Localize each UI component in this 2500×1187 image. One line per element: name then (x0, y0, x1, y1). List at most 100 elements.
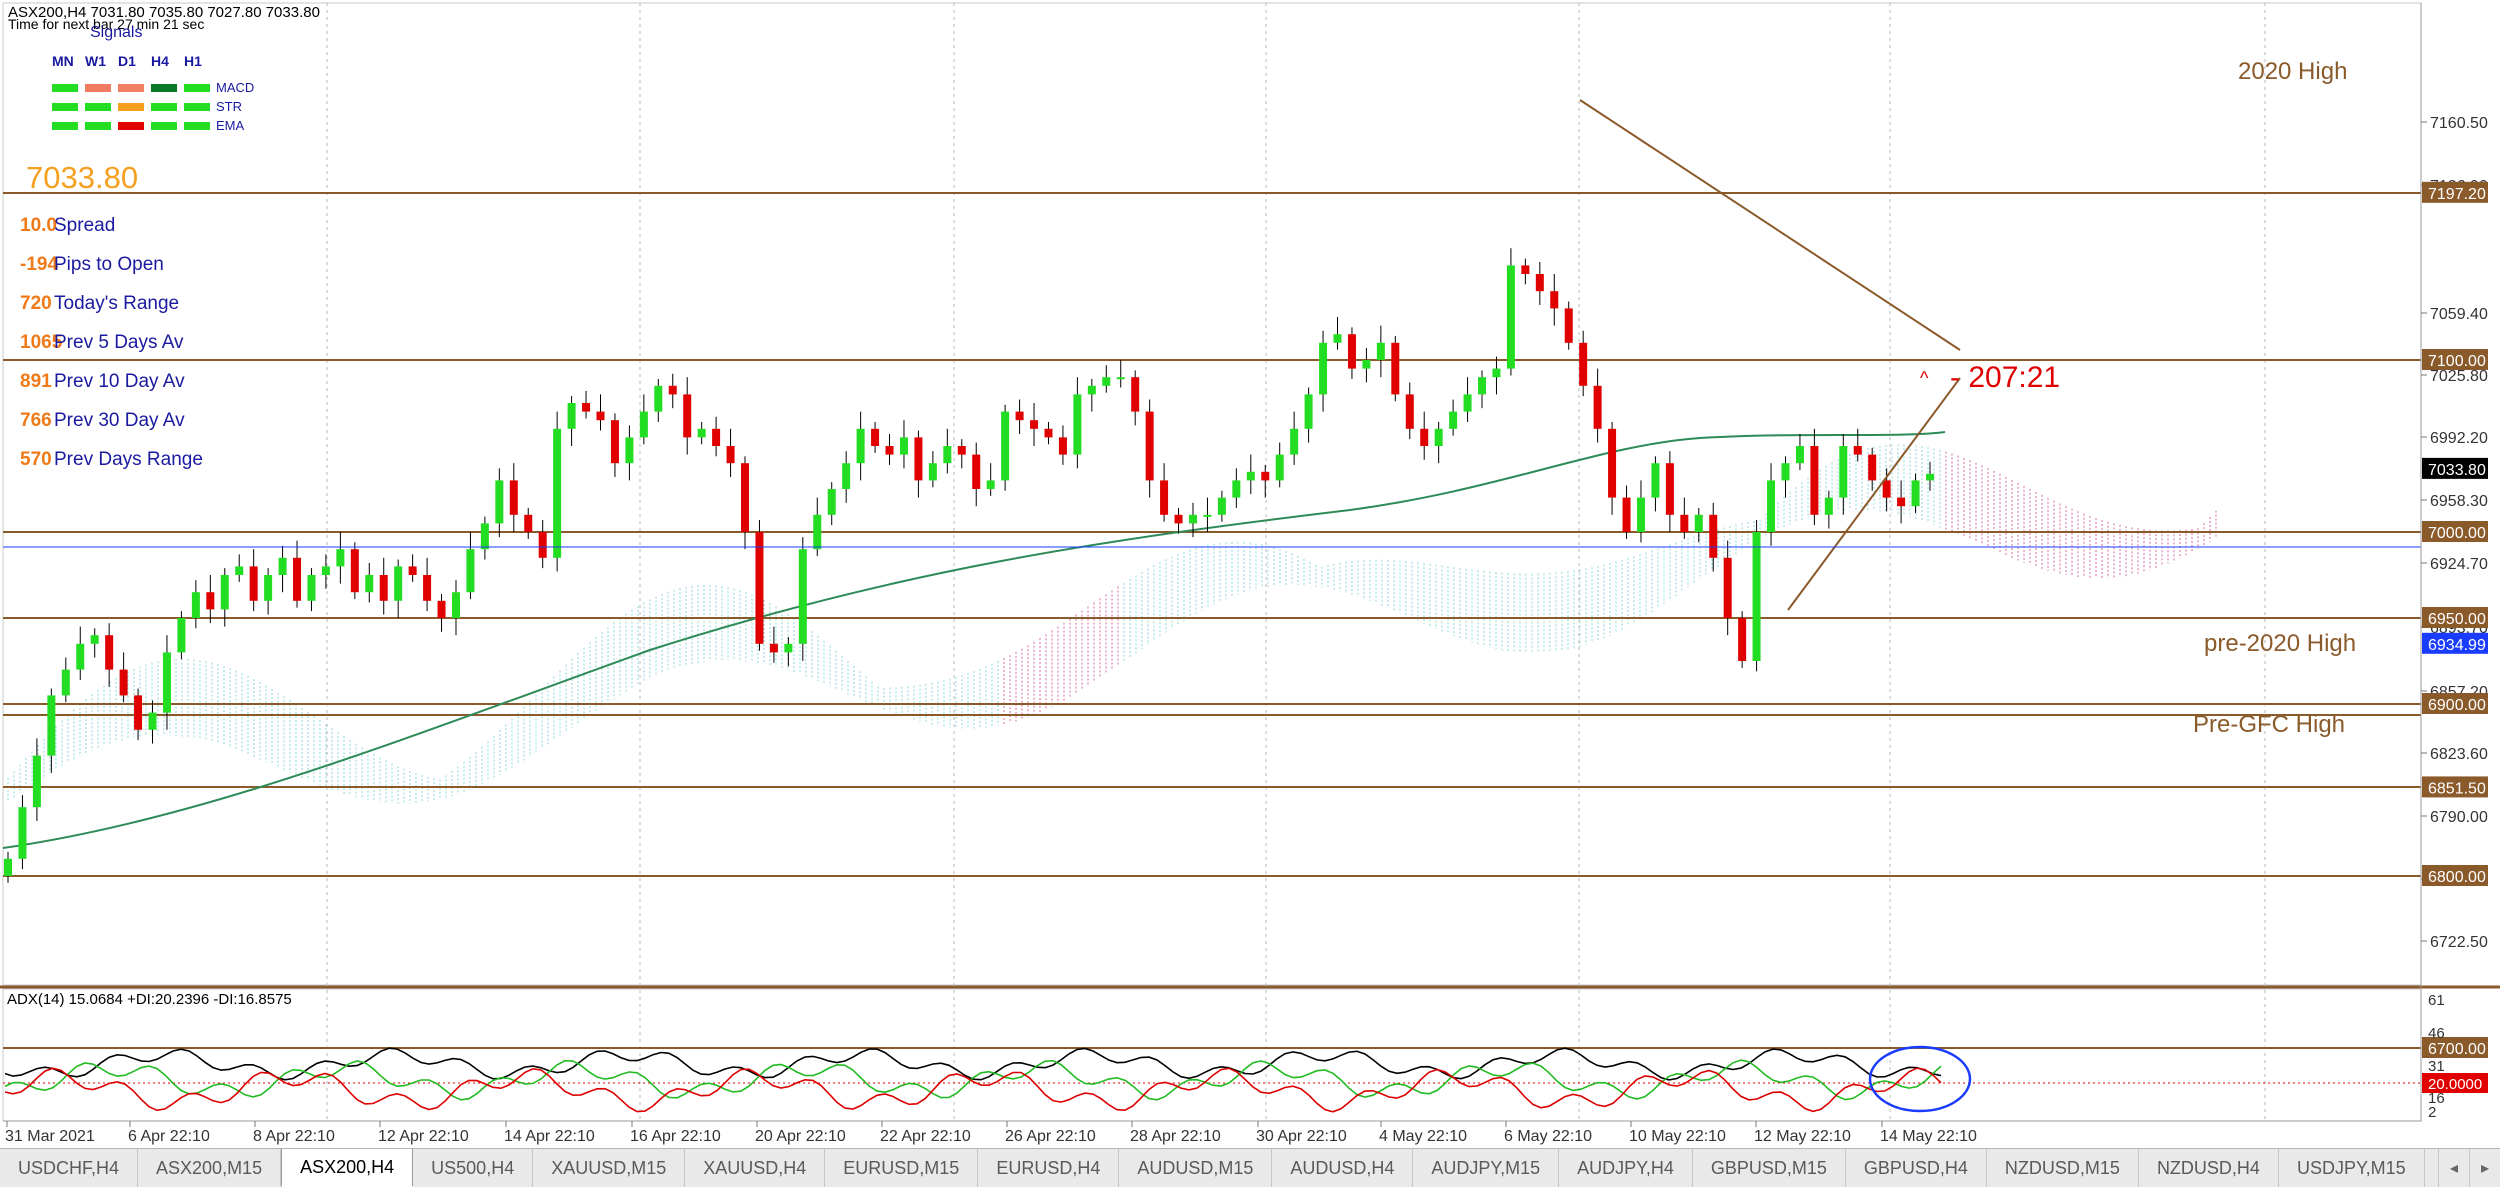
candle-body (914, 437, 923, 481)
candle-body (1290, 428, 1299, 455)
chart-tab[interactable]: US500,H4 (413, 1149, 534, 1187)
chart-tab[interactable]: USDCHF,H4 (0, 1149, 139, 1187)
tab-scroll-right-icon[interactable]: ▸ (2469, 1149, 2500, 1187)
candle-body (1463, 394, 1472, 412)
signal-cell (118, 103, 144, 111)
triangle-lower-trendline[interactable] (1787, 377, 1961, 611)
adx-level-label: 20.0000 (2428, 1076, 2482, 1093)
price-level-label: 6950.00 (2428, 611, 2486, 628)
time-tick-label: 12 May 22:10 (1754, 1128, 1851, 1145)
candle-body (423, 575, 432, 601)
adx-indicator-pane[interactable] (2, 988, 2422, 1122)
candle-body (1636, 497, 1645, 532)
signal-timeframe-label: D1 (118, 53, 136, 69)
stat-value: -194 (20, 254, 58, 275)
chart-window[interactable]: ASX200,H4 7031.80 7035.80 7027.80 7033.8… (0, 0, 2500, 1148)
price-tick-label: 6924.70 (2430, 556, 2488, 573)
candle-body (1376, 342, 1385, 360)
key-levels (3, 192, 2421, 1049)
candle-body (47, 695, 56, 756)
price-axis[interactable]: 7160.507126.907059.407025.806992.206958.… (2420, 3, 2488, 1121)
stat-value: 10.0 (20, 215, 57, 236)
time-tick-label: 14 Apr 22:10 (504, 1128, 595, 1145)
candle-body (509, 480, 518, 515)
chart-tab[interactable]: GBPUSD,M15 (1693, 1149, 1846, 1187)
adx-tick-label: 2 (2428, 1104, 2436, 1121)
candle-body (1651, 463, 1660, 498)
chart-tab[interactable]: EURUSD,M15 (825, 1149, 979, 1187)
annotation-pre-gfc-high[interactable]: Pre-GFC High (2193, 711, 2345, 738)
signal-cell (184, 122, 210, 130)
chart-tab[interactable]: XAUUSD,M15 (533, 1149, 686, 1187)
candle-body (1030, 420, 1039, 429)
stat-value: 891 (20, 371, 52, 392)
chart-tab[interactable]: NZDUSD,M15 (1987, 1149, 2139, 1187)
candle-body (1738, 618, 1747, 661)
time-tick-label: 12 Apr 22:10 (378, 1128, 469, 1145)
candle-body (1478, 377, 1487, 395)
chart-canvas[interactable]: ASX200,H4 7031.80 7035.80 7027.80 7033.8… (0, 0, 2500, 1148)
candle-body (524, 514, 533, 532)
candle-body (784, 643, 793, 653)
chart-tab[interactable]: ASX200,M15 (138, 1149, 282, 1187)
stat-label: Prev Days Range (54, 449, 203, 470)
chart-tab[interactable]: NZDUSD,H4 (2139, 1149, 2279, 1187)
candle-body (1391, 342, 1400, 395)
chart-tab[interactable]: XAUUSD,H4 (685, 1149, 826, 1187)
candle-body (639, 411, 648, 438)
candle-body (1564, 308, 1573, 343)
time-tick-label: 20 Apr 22:10 (755, 1128, 846, 1145)
candle-body (1579, 342, 1588, 386)
countdown-label: - 207:21 (1950, 361, 2060, 394)
price-level-label: 6800.00 (2428, 869, 2486, 886)
adx-tick-label: 46 (2428, 1025, 2445, 1042)
candle-body (1347, 334, 1356, 369)
main-price-pane[interactable] (2, 2, 2422, 986)
chart-tab[interactable]: AUDJPY,H4 (1559, 1149, 1693, 1187)
candle-body (538, 532, 547, 558)
candle-body (755, 532, 764, 644)
time-axis[interactable]: 31 Mar 2021 6 Apr 22:10 8 Apr 22:10 12 Apr … (3, 1120, 2421, 1145)
signal-cell (151, 122, 177, 130)
candle-body (134, 695, 143, 730)
ichimoku-cloud (7, 444, 2217, 804)
highlight-ellipse[interactable] (1868, 1045, 1972, 1113)
annotation-2020-high[interactable]: 2020 High (2238, 58, 2347, 85)
tab-scroll-left-icon[interactable]: ◂ (2438, 1149, 2469, 1187)
time-tick-label: 30 Apr 22:10 (1256, 1128, 1347, 1145)
chart-tab[interactable]: USDJPY,M15 (2279, 1149, 2425, 1187)
price-level-label: 6900.00 (2428, 697, 2486, 714)
candle-body (365, 575, 374, 593)
chart-tab[interactable]: GBPUSD,H4 (1846, 1149, 1987, 1187)
candle-body (582, 403, 591, 412)
candle-body (1405, 394, 1414, 429)
candle-body (1246, 471, 1255, 481)
candle-body (466, 549, 475, 593)
chart-tab[interactable]: EURUSD,H4 (978, 1149, 1120, 1187)
price-tick-label: 7160.50 (2430, 115, 2488, 132)
candle-body (986, 480, 995, 489)
price-tick-label: 6992.20 (2430, 430, 2488, 447)
candle-body (1521, 265, 1530, 274)
chart-tab[interactable]: AUDUSD,H4 (1272, 1149, 1414, 1187)
candle-body (1694, 514, 1703, 532)
candle-body (162, 652, 171, 713)
triangle-upper-trendline[interactable] (1579, 99, 1961, 351)
candle-body (1911, 480, 1920, 507)
bar-timer: Time for next bar 27 min 21 sec (8, 16, 204, 32)
candle-body (264, 575, 273, 601)
candle-body (76, 643, 85, 670)
price-level-badge (2422, 776, 2488, 798)
chart-tab[interactable]: ASX200,H4 (281, 1149, 414, 1187)
candle-body (1622, 497, 1631, 532)
chart-tab[interactable]: AUDJPY,M15 (1413, 1149, 1560, 1187)
candle-body (1709, 514, 1718, 558)
time-tick-label: 4 May 22:10 (1379, 1128, 1467, 1145)
chart-tab[interactable]: AUDUSD,M15 (1119, 1149, 1273, 1187)
time-tick-label: 31 Mar 2021 (5, 1128, 95, 1145)
candle-body (278, 557, 287, 575)
candle-body (1102, 377, 1111, 386)
candle-body (1535, 274, 1544, 292)
annotation-pre-2020-high[interactable]: pre-2020 High (2204, 630, 2356, 657)
